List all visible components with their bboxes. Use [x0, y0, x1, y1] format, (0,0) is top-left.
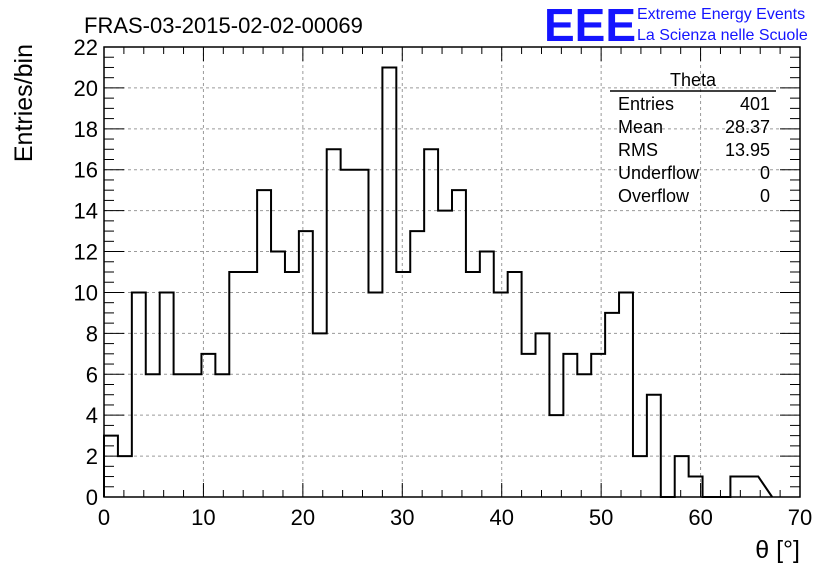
y-tick-label: 16 [74, 158, 98, 183]
histogram-bin [299, 231, 313, 497]
x-tick-labels: 0 10 20 30 40 50 60 70 [98, 505, 812, 530]
histogram-bin [146, 374, 160, 497]
plot-frame [103, 46, 801, 498]
stats-row-label: Entries [618, 94, 674, 114]
stats-rows: Entries 401 Mean 28.37 RMS 13.95 Underflow 0 Ove… [618, 94, 770, 206]
histogram-bin [327, 149, 341, 497]
histogram-bin [215, 374, 229, 497]
stats-row-value: 0 [760, 186, 770, 206]
y-tick-label: 6 [86, 362, 98, 387]
chart-title: FRAS-03-2015-02-02-00069 [84, 13, 363, 38]
histogram-bin [201, 354, 215, 497]
x-tick-label: 70 [788, 505, 812, 530]
histogram-bin [577, 374, 591, 497]
histogram-bin [118, 456, 132, 497]
histogram-bin [271, 252, 285, 497]
grid-lines [104, 47, 800, 497]
histogram-bin [633, 456, 647, 497]
stats-row-value: 401 [740, 94, 770, 114]
histogram-bin [410, 231, 424, 497]
x-tick-label: 20 [291, 505, 315, 530]
histogram-bin [619, 292, 633, 497]
x-axis-label: θ [°] [755, 536, 800, 564]
histogram-bin [522, 354, 536, 497]
logo-line-1: Extreme Energy Events [637, 6, 805, 23]
histogram-bin [424, 149, 438, 497]
y-tick-label: 14 [74, 199, 98, 224]
x-tick-label: 60 [688, 505, 712, 530]
stats-box-title: Theta [670, 70, 717, 90]
histogram-bin [355, 170, 369, 497]
histogram-bin [396, 272, 410, 497]
stats-row-label: Underflow [618, 163, 700, 183]
histogram-bin [341, 170, 355, 497]
histogram-bin [452, 190, 466, 497]
stats-row-value: 0 [760, 163, 770, 183]
histogram-bin [160, 292, 174, 497]
histogram-outline [103, 66, 773, 498]
y-tick-label: 10 [74, 280, 98, 305]
axis-ticks [103, 46, 801, 498]
y-tick-label: 12 [74, 240, 98, 265]
histogram-bin [132, 292, 146, 497]
histogram-bin [730, 477, 744, 497]
y-tick-label: 18 [74, 117, 98, 142]
x-tick-label: 0 [98, 505, 110, 530]
y-tick-labels: 0 2 4 6 8 10 12 14 16 18 20 22 [74, 35, 98, 510]
y-tick-label: 4 [86, 403, 98, 428]
logo-line-2: La Scienza nelle Scuole [637, 27, 808, 44]
histogram-bin [382, 67, 396, 497]
histogram-bin [229, 272, 243, 497]
y-tick-label: 20 [74, 76, 98, 101]
stats-row-label: RMS [618, 140, 658, 160]
logo-mark: EEE [544, 0, 636, 51]
histogram-bin [243, 272, 257, 497]
y-tick-label: 22 [74, 35, 98, 60]
histogram-bin [313, 333, 327, 497]
histogram-bin [466, 272, 480, 497]
histogram-bin [605, 313, 619, 497]
y-tick-label: 2 [86, 444, 98, 469]
stats-box: Theta Entries 401 Mean 28.37 RMS 13.95 Underfl… [610, 70, 776, 206]
y-axis-label: Entries/bin [10, 44, 38, 162]
histogram-bin [368, 292, 382, 497]
histogram-bin [174, 374, 188, 497]
y-tick-label: 8 [86, 321, 98, 346]
stats-row-value: 13.95 [725, 140, 770, 160]
histogram-bin [549, 415, 563, 497]
y-tick-label: 0 [86, 485, 98, 510]
x-tick-label: 30 [390, 505, 414, 530]
histogram-bin [536, 333, 550, 497]
histogram-bins [103, 66, 773, 498]
histogram-bin [744, 477, 758, 497]
histogram-bin [480, 252, 494, 497]
histogram-bin [563, 354, 577, 497]
histogram-bin [494, 292, 508, 497]
histogram-bin [285, 272, 299, 497]
histogram-bin [508, 272, 522, 497]
x-tick-label: 50 [589, 505, 613, 530]
histogram-bin [438, 211, 452, 497]
stats-row-label: Overflow [618, 186, 690, 206]
x-tick-label: 10 [191, 505, 215, 530]
histogram-bin [257, 190, 271, 497]
stats-row-value: 28.37 [725, 117, 770, 137]
histogram-bin [647, 395, 661, 497]
histogram-bin [591, 354, 605, 497]
histogram-bin [675, 456, 689, 497]
stats-row-label: Mean [618, 117, 663, 137]
eee-logo: EEE Extreme Energy Events La Scienza nel… [544, 0, 808, 51]
x-tick-label: 40 [489, 505, 513, 530]
histogram-bin [188, 374, 202, 497]
